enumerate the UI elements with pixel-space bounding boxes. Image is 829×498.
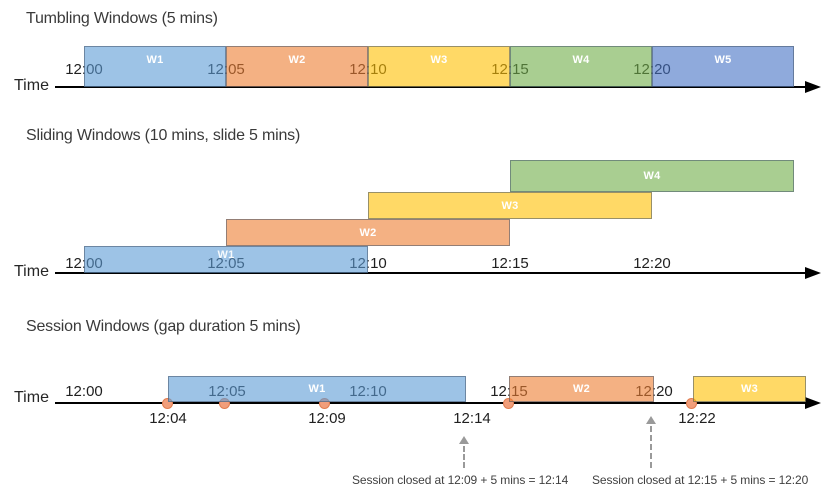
session-section-title: Session Windows (gap duration 5 mins) xyxy=(26,318,301,335)
event-dot xyxy=(162,398,173,409)
window-label: W1 xyxy=(217,248,235,261)
tick-label: 12:00 xyxy=(65,383,103,400)
time-axis-line xyxy=(55,272,806,274)
annotation-arrow-line xyxy=(463,446,465,468)
sliding-window-w1: W1 xyxy=(84,246,368,273)
event-dot xyxy=(503,398,514,409)
arrow-right-icon xyxy=(805,267,821,279)
window-label: W2 xyxy=(288,54,306,66)
event-time-label: 12:22 xyxy=(678,410,716,427)
window-label: W3 xyxy=(741,383,758,395)
event-time-label: 12:04 xyxy=(149,410,187,427)
sliding-section-title: Sliding Windows (10 mins, slide 5 mins) xyxy=(26,127,301,144)
sliding-window-w4: W4 xyxy=(510,160,794,192)
event-dot xyxy=(686,398,697,409)
window-label: W4 xyxy=(643,170,661,182)
arrow-right-icon xyxy=(805,81,821,93)
time-axis-label: Time xyxy=(14,389,49,406)
window-label: W2 xyxy=(359,226,377,239)
window-label: W5 xyxy=(714,54,732,66)
session-window-w3: W3 xyxy=(693,376,806,402)
event-time-label: 12:14 xyxy=(453,410,491,427)
tumbling-section-title: Tumbling Windows (5 mins) xyxy=(26,10,218,27)
time-axis-line xyxy=(55,402,806,404)
window-label: W3 xyxy=(430,54,448,66)
arrow-up-icon xyxy=(459,436,469,444)
session-close-annotation: Session closed at 12:09 + 5 mins = 12:14 xyxy=(352,473,569,487)
time-axis-line xyxy=(55,86,806,88)
tumbling-window-w3: W3 xyxy=(368,46,510,87)
window-label: W4 xyxy=(572,54,590,66)
arrow-up-icon xyxy=(646,416,656,424)
window-label: W1 xyxy=(146,54,164,66)
sliding-window-w3: W3 xyxy=(368,192,652,219)
window-label: W3 xyxy=(501,199,519,212)
tumbling-window-w4: W4 xyxy=(510,46,652,87)
tumbling-window-w1: W1 xyxy=(84,46,226,87)
arrow-right-icon xyxy=(805,397,821,409)
event-time-label: 12:09 xyxy=(308,410,346,427)
time-axis-label: Time xyxy=(14,263,49,280)
window-label: W2 xyxy=(573,383,590,395)
session-window-w1: W1 xyxy=(168,376,466,402)
time-axis-label: Time xyxy=(14,77,49,94)
annotation-arrow-line xyxy=(650,426,652,468)
session-close-annotation: Session closed at 12:15 + 5 mins = 12:20 xyxy=(592,473,809,487)
tumbling-window-w2: W2 xyxy=(226,46,368,87)
tick-label: 12:15 xyxy=(491,255,529,272)
tumbling-window-w5: W5 xyxy=(652,46,794,87)
window-label: W1 xyxy=(308,383,326,395)
tick-label: 12:20 xyxy=(633,255,671,272)
session-window-w2: W2 xyxy=(509,376,654,402)
sliding-window-w2: W2 xyxy=(226,219,510,246)
